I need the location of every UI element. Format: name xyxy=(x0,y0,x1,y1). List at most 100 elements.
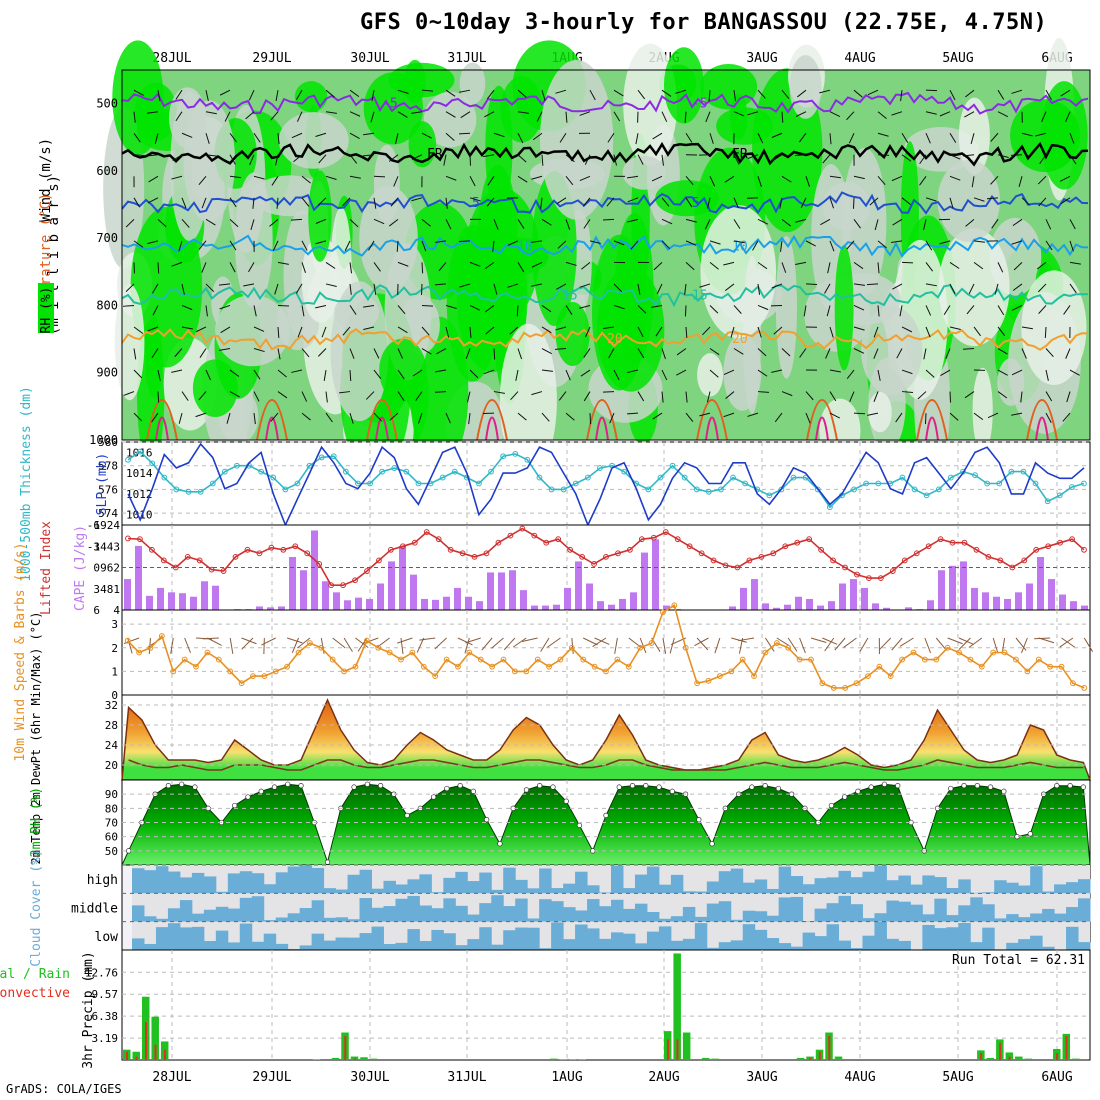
cape-bar xyxy=(905,607,912,610)
wind-barb xyxy=(709,348,720,356)
wind-barb xyxy=(795,111,807,117)
thickness-line-marker xyxy=(258,468,265,475)
thickness-line-marker xyxy=(342,468,349,475)
precip-total-bar xyxy=(151,1016,159,1060)
wind-barb-10m xyxy=(958,637,974,645)
wind-barb xyxy=(949,132,957,143)
cloud-bar xyxy=(910,884,923,894)
wind-barb-10m xyxy=(241,637,254,650)
cape-bar xyxy=(1081,605,1088,610)
wind-barb xyxy=(370,111,375,123)
cloud-bar xyxy=(323,917,337,922)
wind-barb xyxy=(269,218,279,227)
wind-speed-line-marker xyxy=(307,640,313,646)
wind-barb xyxy=(157,218,167,228)
wind-barb xyxy=(580,369,591,377)
cloud-bar xyxy=(958,905,971,922)
li-line-marker xyxy=(985,553,992,560)
wind-barb xyxy=(607,132,615,143)
wind-barb xyxy=(536,111,543,122)
thickness-line-marker xyxy=(536,474,543,481)
rh-marker xyxy=(788,791,795,797)
cloud-bar xyxy=(611,932,624,950)
wind-barb xyxy=(368,240,375,251)
wind-barb xyxy=(438,262,447,272)
wind-barb xyxy=(781,175,792,183)
wind-barb xyxy=(296,89,303,100)
wind-barb xyxy=(181,304,193,311)
rh-blob xyxy=(539,59,614,220)
wind-barb xyxy=(363,132,375,136)
li-line-marker xyxy=(495,539,502,546)
wind-barb xyxy=(277,261,289,265)
wind-barb xyxy=(493,391,505,394)
wind-barb xyxy=(1011,89,1023,94)
wind-barb xyxy=(363,304,375,308)
rh-marker xyxy=(669,788,675,794)
wind-barb xyxy=(390,197,399,207)
wind-barb xyxy=(925,369,935,378)
cloud-bar xyxy=(730,940,744,950)
wind-barb xyxy=(373,197,377,209)
wind-barb xyxy=(923,348,927,360)
wind-barb xyxy=(973,326,981,337)
thickness-line-marker xyxy=(923,492,930,499)
precip-conv-bar xyxy=(126,1051,128,1060)
thickness-line-marker xyxy=(548,486,555,493)
wind-barb xyxy=(613,154,617,166)
cloud-bar xyxy=(395,884,408,894)
thickness-line-marker xyxy=(790,474,797,481)
wind-barb xyxy=(973,261,984,270)
wind-speed-line-marker xyxy=(1035,656,1042,663)
precip-conv-bar xyxy=(1056,1053,1059,1060)
wind-barb xyxy=(253,391,260,402)
wind-barb xyxy=(1038,305,1047,314)
wind-barb xyxy=(389,412,399,421)
wind-speed-line-marker xyxy=(751,673,757,680)
wind-speed-line-marker xyxy=(386,649,393,656)
wind-barb xyxy=(181,326,193,330)
cloud-bar xyxy=(850,904,863,922)
wind-speed-line-marker xyxy=(568,644,575,651)
wind-barb xyxy=(198,391,207,401)
wind-barb xyxy=(708,90,711,102)
thickness-line-marker xyxy=(935,486,942,493)
cloud-bar xyxy=(419,905,432,922)
wind-label: Wind (m/s) xyxy=(38,138,54,222)
cloud-bar xyxy=(383,906,396,922)
cloud-bar xyxy=(754,929,768,950)
wind-barb xyxy=(684,305,687,317)
rh-marker xyxy=(828,802,835,809)
wind-barb xyxy=(325,111,337,114)
wind-barb xyxy=(243,283,255,287)
li-line-marker xyxy=(447,546,454,553)
panel1-labels-4: RH (%) xyxy=(39,287,54,334)
wind-barb xyxy=(706,391,711,403)
cloud-bar xyxy=(407,879,420,894)
cloud-bar xyxy=(1030,935,1043,950)
thickness-line-marker xyxy=(330,453,337,460)
wind-barb xyxy=(709,176,716,187)
li-line-marker xyxy=(208,566,215,573)
cloud-bar xyxy=(311,868,325,894)
wind-barb xyxy=(469,326,472,338)
wind-barb xyxy=(148,175,159,183)
wind-barb xyxy=(652,132,663,140)
li-line-marker xyxy=(220,568,227,574)
cloud-bar xyxy=(359,933,372,950)
y-tick-label: 0 xyxy=(111,689,118,702)
precip-conv-bar xyxy=(154,1044,157,1060)
li-line-marker xyxy=(328,582,335,589)
contour-label: 5 xyxy=(692,196,700,211)
wind-speed-line-marker xyxy=(648,640,655,646)
cloud-bar xyxy=(299,865,313,894)
wind-barb xyxy=(685,412,694,422)
li-line-marker xyxy=(877,575,884,582)
wind-barb xyxy=(757,89,766,99)
wind-barb xyxy=(565,154,575,163)
wind-barb xyxy=(541,412,550,422)
precip-conv-bar xyxy=(676,1039,679,1060)
wind-barb xyxy=(540,197,543,209)
wind-speed-line-marker xyxy=(238,680,245,687)
thickness-line-marker xyxy=(1044,498,1051,505)
